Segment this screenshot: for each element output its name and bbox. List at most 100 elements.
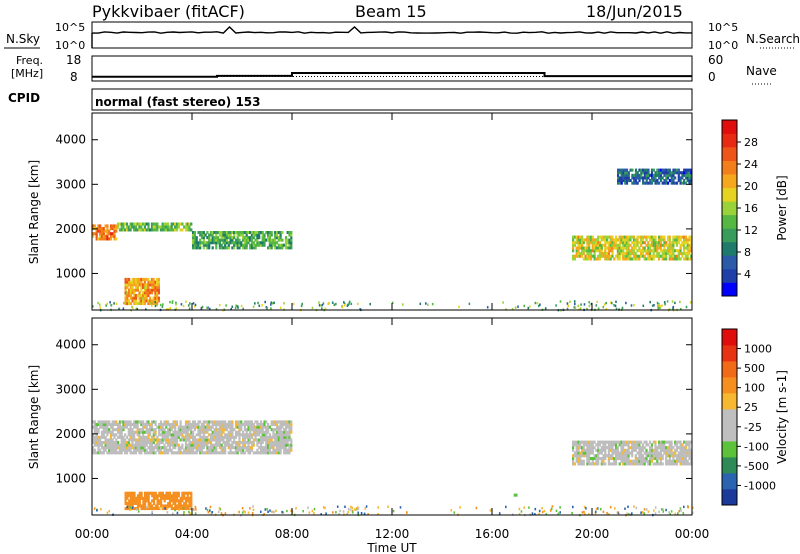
data-cell xyxy=(127,443,130,447)
data-cell xyxy=(217,238,220,242)
data-cell xyxy=(597,249,600,253)
x-axis-title: Time UT xyxy=(366,541,417,554)
data-cell xyxy=(133,438,136,442)
data-cell xyxy=(622,176,625,180)
data-cell xyxy=(634,254,637,258)
data-cell xyxy=(663,249,666,253)
data-cell xyxy=(136,446,139,450)
data-cell xyxy=(224,241,227,245)
data-cell xyxy=(672,171,675,175)
data-cell xyxy=(249,236,252,240)
data-cell xyxy=(589,457,593,461)
data-cell xyxy=(143,291,146,295)
data-cell xyxy=(186,504,189,508)
data-cell xyxy=(143,430,146,434)
data-cell xyxy=(195,433,198,437)
data-cell xyxy=(211,446,214,450)
colorbar-segment xyxy=(722,457,737,474)
data-cell xyxy=(150,441,154,445)
data-cell xyxy=(124,296,127,300)
data-cell xyxy=(199,428,202,432)
data-cell xyxy=(591,249,594,253)
data-cell xyxy=(640,511,642,514)
data-cell xyxy=(350,505,352,509)
data-cell xyxy=(597,459,600,463)
data-cell xyxy=(256,243,259,247)
data-cell xyxy=(283,441,286,445)
data-cell xyxy=(679,243,682,247)
data-cell xyxy=(357,507,360,510)
data-cell xyxy=(268,233,271,237)
data-cell xyxy=(322,506,325,509)
data-cell xyxy=(176,499,179,503)
data-cell xyxy=(279,423,282,427)
data-cell xyxy=(240,423,243,427)
data-cell xyxy=(179,222,182,226)
data-cell xyxy=(190,428,193,432)
data-cell xyxy=(243,451,246,455)
data-cell xyxy=(622,257,625,261)
data-cell xyxy=(582,238,585,242)
data-cell xyxy=(681,243,684,247)
data-cell xyxy=(625,181,629,185)
data-cell xyxy=(575,241,578,245)
data-cell xyxy=(677,252,680,256)
data-cell xyxy=(261,428,264,432)
data-cell xyxy=(677,459,680,463)
noise-left-label: N.Sky xyxy=(6,32,40,46)
data-cell xyxy=(661,457,664,461)
data-cell xyxy=(170,494,173,498)
data-cell xyxy=(268,451,271,455)
data-cell xyxy=(222,446,225,450)
data-cell xyxy=(647,243,650,247)
data-cell xyxy=(672,307,674,310)
data-cell xyxy=(263,451,266,455)
data-cell xyxy=(643,462,646,466)
data-cell xyxy=(99,232,102,236)
data-cell xyxy=(620,252,623,256)
data-cell xyxy=(218,435,221,439)
data-cell xyxy=(192,448,195,452)
data-cell xyxy=(181,491,184,495)
data-cell xyxy=(184,433,188,437)
data-cell xyxy=(259,451,263,455)
data-cell xyxy=(213,448,216,452)
data-cell xyxy=(652,440,655,444)
data-cell xyxy=(209,233,213,237)
data-cell xyxy=(688,249,691,253)
data-cell xyxy=(174,430,177,434)
data-cell xyxy=(250,238,254,242)
data-cell xyxy=(288,446,291,450)
data-cell xyxy=(338,513,340,516)
data-cell xyxy=(122,443,125,447)
data-cell xyxy=(399,506,402,509)
data-cell xyxy=(584,451,587,455)
colorbar-tick-label: -25 xyxy=(744,421,762,434)
data-cell xyxy=(206,428,209,432)
data-cell xyxy=(220,512,223,515)
data-cell xyxy=(634,176,638,180)
data-cell xyxy=(108,237,111,241)
data-cell xyxy=(142,433,145,437)
data-cell xyxy=(275,435,279,439)
data-cell xyxy=(193,438,196,442)
data-cell xyxy=(652,454,655,458)
data-cell xyxy=(154,428,157,432)
data-cell xyxy=(95,433,98,437)
data-cell xyxy=(281,423,284,427)
data-cell xyxy=(577,448,580,452)
data-cell xyxy=(600,238,603,242)
data-cell xyxy=(160,504,163,508)
data-cell xyxy=(596,507,599,510)
data-cell xyxy=(156,507,159,511)
data-cell xyxy=(231,425,234,429)
data-cell xyxy=(654,446,657,450)
data-cell xyxy=(575,254,578,258)
data-cell xyxy=(204,430,207,434)
data-cell xyxy=(215,433,218,437)
data-cell xyxy=(640,448,643,452)
data-cell xyxy=(128,302,131,306)
data-cell xyxy=(109,430,113,434)
data-cell xyxy=(102,430,105,434)
data-cell xyxy=(307,506,309,509)
